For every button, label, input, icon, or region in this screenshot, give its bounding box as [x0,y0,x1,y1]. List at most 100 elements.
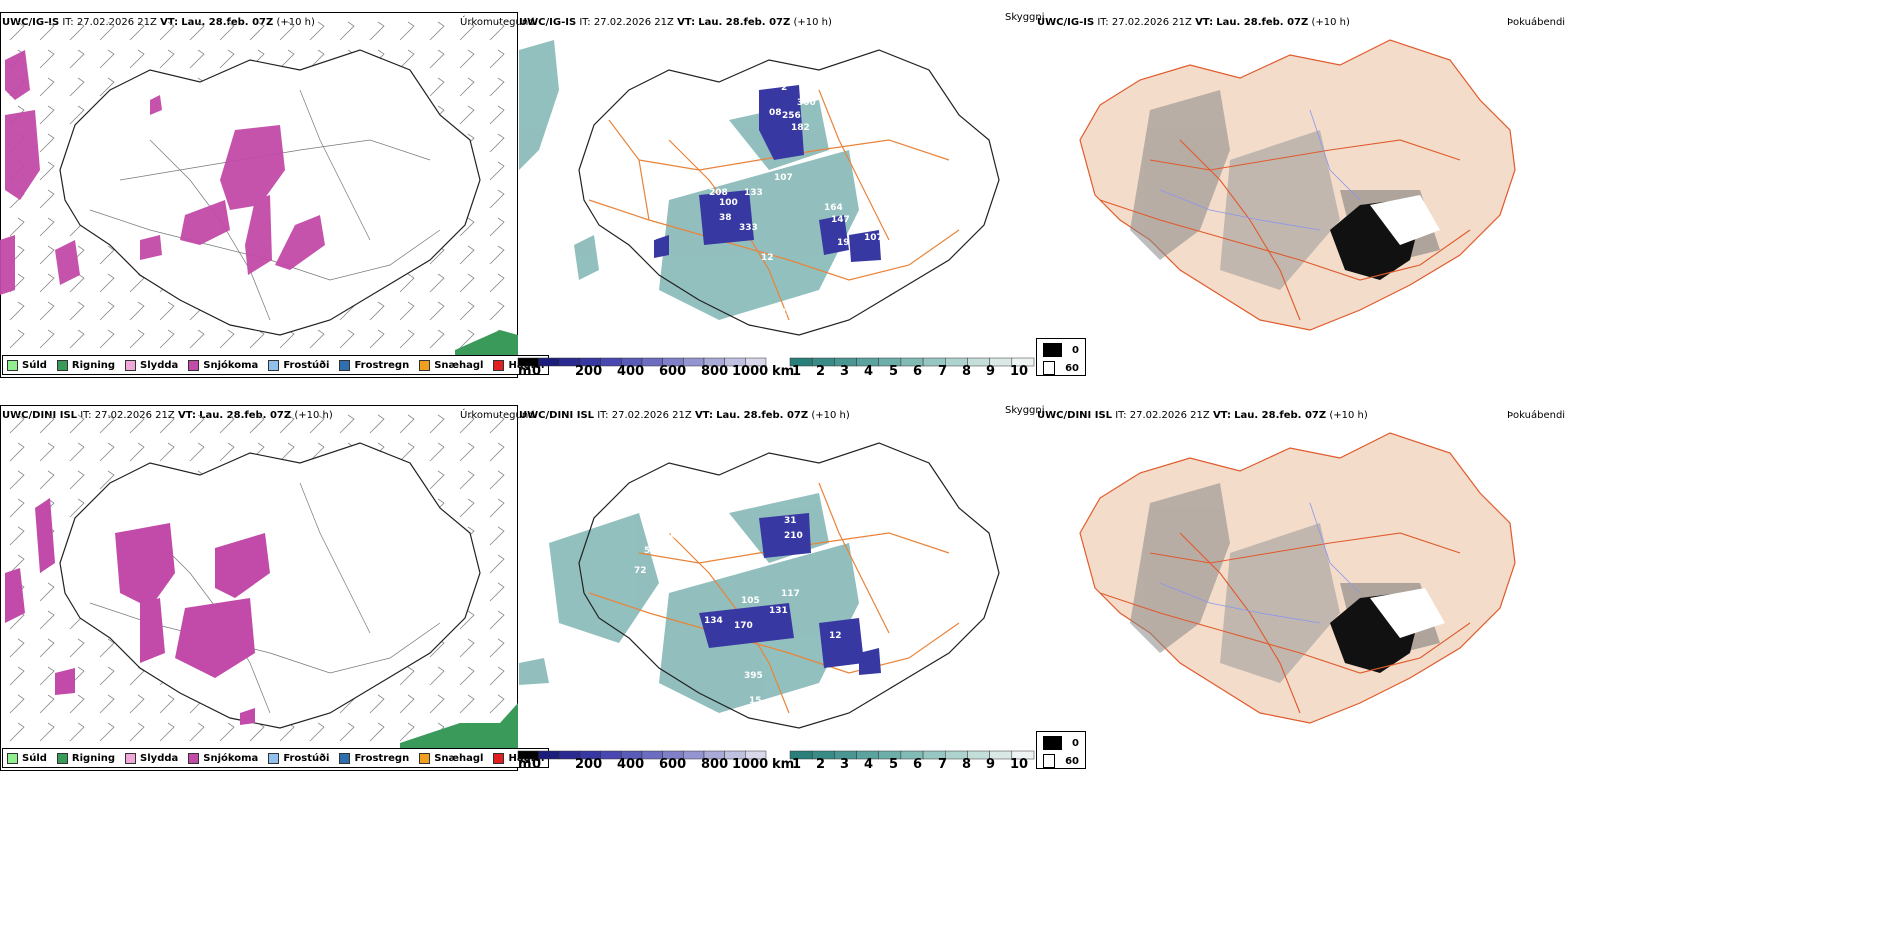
iceland-outline [59,49,481,336]
legend-swatch [268,752,280,764]
wind-barb [309,329,325,349]
wind-barb [69,498,85,518]
colorbar-segment [745,750,767,760]
it-value: 27.02.2026 21Z [1129,410,1210,421]
precip-type-legend: Súld Rigning Slydda Snjókoma Frostúði Fr… [2,748,550,768]
cloud-base-label: 100 [719,198,738,208]
wind-barb [99,666,115,686]
precip-type-map-frame [0,12,518,378]
wind-barb [339,329,355,349]
wind-barb [489,245,505,265]
cloud-base-label: 208 [709,188,728,198]
model-name: UWC/IG-IS [1037,17,1095,28]
panel-header: UWC/IG-IS IT: 27.02.2026 21Z VT: Lau. 28… [1037,17,1350,29]
wind-barb [489,694,505,714]
wind-barb [429,666,445,686]
panel-title-precip: Úrkomutegund [460,17,535,28]
colorbar-km [789,357,1035,367]
wind-barb [459,414,475,434]
cloud-base-label: 209 [679,566,698,576]
wind-barb [489,526,505,546]
wind-barb [309,442,325,462]
colorbar-m-tick: 1000 [732,364,769,379]
fog-legend-row: 60 [1043,361,1079,375]
legend-swatch [125,752,137,764]
colorbar-km-tick: 7 [938,364,948,379]
colorbar-km-tick: 9 [986,364,996,379]
cloud-base-label: 117 [781,589,800,599]
wind-barb [399,21,415,41]
cloud-base-label: 72 [634,566,647,576]
fog-legend-row: 0 [1043,343,1079,357]
wind-barb [189,21,205,41]
wind-barb [399,722,415,742]
wind-barb [459,273,475,293]
colorbar-km-labels: km 1 2 3 4 5 6 7 8 9 10 [772,364,1042,380]
lead-time: (+10 h) [793,17,832,28]
wind-barb [489,582,505,602]
wind-barb [279,49,295,69]
row-ig-is: UWC/IG-IS IT: 27.02.2026 21Z VT: Lau. 28… [0,12,1565,380]
colorbar-km-tick: 2 [816,757,826,772]
wind-barb [309,414,325,434]
panel-header: UWC/DINI ISL IT: 27.02.2026 21Z VT: Lau.… [1037,410,1368,422]
lead-time: (+10 h) [276,17,315,28]
cloud-map: 9475081312097210511717013413112210313951… [519,442,1000,729]
wind-barb [9,526,25,546]
legend-item-rigning: Rigning [56,752,115,764]
wind-barb [129,329,145,349]
wind-barb [459,470,475,490]
it-label: IT: [62,17,74,28]
wind-barb [99,273,115,293]
wind-barb [39,21,55,41]
wind-barb [219,722,235,742]
legend-swatch [493,359,505,371]
wind-barb [399,414,415,434]
vt-value: Lau. 28.feb. 07Z [181,17,274,28]
vt-value: Lau. 28.feb. 07Z [716,410,809,421]
wind-barb [69,694,85,714]
legend-item-snjokoma: Snjókoma [188,752,258,764]
wind-barb [99,470,115,490]
colorbar-km-tick: 6 [913,364,923,379]
wind-barb [399,273,415,293]
wind-barb [99,77,115,97]
wind-barb [159,301,175,321]
legend-item-frostudi: Frostúði [268,359,329,371]
vt-label: VT: [1195,17,1214,28]
precip-type-legend: Súld Rigning Slydda Snjókoma Frostúði Fr… [2,355,550,375]
snowfall-areas [0,50,325,295]
wind-barb [489,189,505,209]
cloud-base-label: 19 [837,238,850,248]
cloud-base-label: 133 [744,188,763,198]
wind-barb [429,694,445,714]
cloud-base-label: 508 [644,546,663,556]
wind-barb [399,329,415,349]
wind-barb [339,21,355,41]
precip-type-map-frame [0,405,518,771]
legend-swatch [56,752,68,764]
legend-swatch [493,752,505,764]
legend-item-slydda: Slydda [125,359,178,371]
fog-swatch [1043,361,1056,375]
vt-label: VT: [177,410,196,421]
wind-barb [99,694,115,714]
cloud-base-label: 300 [797,98,816,108]
panel-header: UWC/DINI ISL IT: 27.02.2026 21Z VT: Lau.… [519,410,850,422]
wind-barb [429,21,445,41]
wind-barb [489,638,505,658]
wind-barb [39,638,55,658]
wind-barb [459,301,475,321]
it-label: IT: [80,410,92,421]
wind-barb [459,105,475,125]
cloud-base-label: 256 [782,111,801,121]
wind-barb [129,21,145,41]
iceland-outline [578,442,1000,729]
it-label: IT: [597,410,609,421]
wind-barb [99,442,115,462]
wind-barb [9,301,25,321]
colorbar-km-tick: 4 [864,757,874,772]
cloud-base-label: 131 [769,606,788,616]
cloud-base-label: 210 [784,531,803,541]
colorbar-km-tick: 4 [864,364,874,379]
